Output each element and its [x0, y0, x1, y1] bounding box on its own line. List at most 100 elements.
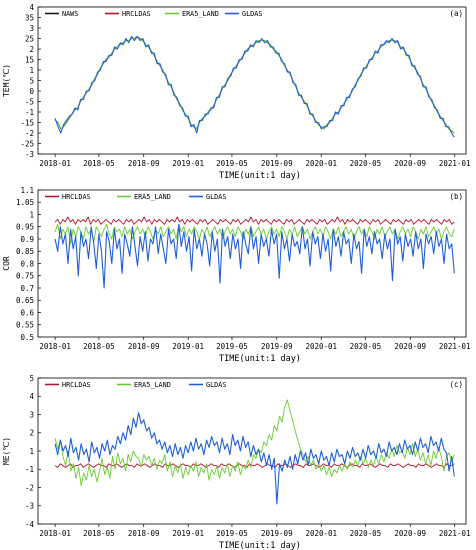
legend-entry: NAWS: [62, 10, 78, 18]
y-tick-label: -3: [25, 150, 34, 159]
y-tick-label: 0.75: [16, 272, 34, 281]
legend-entry: ERA5_LAND: [134, 381, 171, 389]
panel-1: -3 -25-2 -15-1 -50 51 152 253 354 2018-01 2018-05…: [2, 3, 471, 181]
x-axis-label: TIME(unit:1 day): [219, 354, 301, 364]
panel-2: 0.5 0.55 0.6 0.65 0.7 0.75 0.8 0.85 0.9 0.95 1 1.05…: [2, 186, 471, 364]
y-tick-label: -5: [25, 97, 34, 106]
y-tick-label: 35: [25, 13, 34, 22]
x-tick-label: 2020-01: [305, 529, 337, 538]
x-tick-label: 2018-01: [39, 342, 71, 351]
x-tick-label: 2020-05: [350, 529, 382, 538]
y-tick-label: 3: [29, 24, 34, 33]
series-line-gldas: [54, 35, 455, 138]
y-tick-label: 1: [29, 447, 34, 456]
x-tick-label: 2020-09: [394, 159, 426, 168]
y-tick-label: 0.9: [20, 235, 34, 244]
series-line-era5-land: [54, 35, 455, 134]
legend: NAWS HRCLDAS ERA5_LAND GLDAS: [45, 10, 262, 18]
x-tick-label: 2019-09: [261, 342, 293, 351]
series-line-hrcldas: [54, 216, 455, 225]
y-axis-label: TEM(℃): [2, 64, 11, 97]
x-tick-label: 2018-05: [83, 159, 115, 168]
y-tick-label: 0.8: [20, 259, 34, 268]
x-tick-label: 2020-05: [350, 342, 382, 351]
y-tick-label: 15: [25, 55, 34, 64]
y-tick-label: 0: [29, 87, 34, 96]
series-group: [54, 35, 455, 138]
x-tick-label: 2018-09: [128, 342, 160, 351]
y-tick-label: 5: [29, 76, 34, 85]
legend-entry: GLDAS: [242, 10, 262, 18]
x-tick-label: 2018-05: [83, 342, 115, 351]
legend: HRCLDAS ERA5_LAND GLDAS: [45, 381, 226, 389]
legend: HRCLDAS ERA5_LAND GLDAS: [45, 193, 226, 201]
y-tick-label: 1.05: [16, 198, 34, 207]
y-tick-label: 1: [29, 210, 34, 219]
y-tick-label: -15: [20, 118, 34, 127]
legend-entry: ERA5_LAND: [134, 193, 171, 201]
y-tick-label: 5: [29, 374, 34, 383]
legend-entry: HRCLDAS: [62, 193, 91, 201]
y-axis-label: ME(℃): [2, 437, 11, 465]
series-line-era5-land: [54, 223, 455, 245]
series-line-gldas: [54, 223, 455, 289]
plot-frame: [37, 6, 467, 155]
y-tick-label: 0.7: [20, 284, 34, 293]
x-tick-label: 2019-01: [172, 342, 204, 351]
y-tick-label: -25: [20, 139, 34, 148]
series-line-gldas: [54, 412, 455, 505]
legend-entry: ERA5_LAND: [182, 10, 219, 18]
x-tick-label: 2020-01: [305, 159, 337, 168]
x-axis-label: TIME(unit:1 day): [219, 171, 301, 181]
series-line-naws: [54, 35, 455, 134]
panel-3: -4 -3 -2 -1 1 2 3 4 5 2018-01 2018-05 2018-09 2019-0…: [2, 374, 471, 550]
y-tick-label: -1: [25, 108, 34, 117]
y-tick-label: 4: [29, 392, 34, 401]
series-line-era5-land: [54, 399, 455, 487]
y-tick-label: 0.55: [16, 321, 34, 330]
x-tick-label: 2018-01: [39, 159, 71, 168]
x-tick-label: 2020-09: [394, 342, 426, 351]
x-tick-label: 2018-01: [39, 529, 71, 538]
y-tick-label: 2: [29, 45, 34, 54]
y-tick-label: 0.65: [16, 296, 34, 305]
panel-label: (a): [449, 9, 463, 18]
y-tick-label: 1.1: [20, 186, 34, 195]
x-tick-label: 2020-01: [305, 342, 337, 351]
x-axis-label: TIME(unit:1 day): [219, 541, 301, 550]
y-tick-label: 2: [29, 429, 34, 438]
y-tick-label: -4: [25, 520, 35, 529]
y-tick-label: 0.95: [16, 223, 34, 232]
x-tick-label: 2019-01: [172, 529, 204, 538]
y-tick-label: 0.6: [20, 308, 34, 317]
y-tick-label: -1: [25, 465, 34, 474]
y-tick-label: -3: [25, 502, 34, 511]
y-tick-label: 3: [29, 410, 34, 419]
x-tick-label: 2019-09: [261, 159, 293, 168]
legend-entry: HRCLDAS: [62, 381, 91, 389]
x-tick-label: 2019-01: [172, 159, 204, 168]
x-tick-label: 2018-09: [128, 159, 160, 168]
x-tick-label: 2020-05: [350, 159, 382, 168]
y-tick-label: 0.85: [16, 247, 34, 256]
y-tick-label: 0.5: [20, 333, 34, 342]
x-tick-label: 2019-05: [216, 342, 248, 351]
panel-label: (b): [449, 192, 463, 201]
series-line-hrcldas: [54, 35, 455, 134]
y-tick-label: -2: [25, 129, 34, 138]
y-tick-label: 25: [25, 34, 34, 43]
x-tick-label: 2018-09: [128, 529, 160, 538]
x-tick-label: 2019-09: [261, 529, 293, 538]
legend-entry: GLDAS: [206, 193, 226, 201]
legend-entry: GLDAS: [206, 381, 226, 389]
x-tick-label: 2019-05: [216, 529, 248, 538]
x-tick-label: 2021-01: [439, 342, 471, 351]
panel-label: (c): [449, 380, 463, 389]
y-tick-label: 1: [29, 66, 34, 75]
series-line-hrcldas: [54, 463, 455, 468]
y-axis-label: COR: [2, 256, 11, 271]
x-tick-label: 2018-05: [83, 529, 115, 538]
x-tick-label: 2021-01: [439, 159, 471, 168]
y-tick-label: -2: [25, 483, 34, 492]
